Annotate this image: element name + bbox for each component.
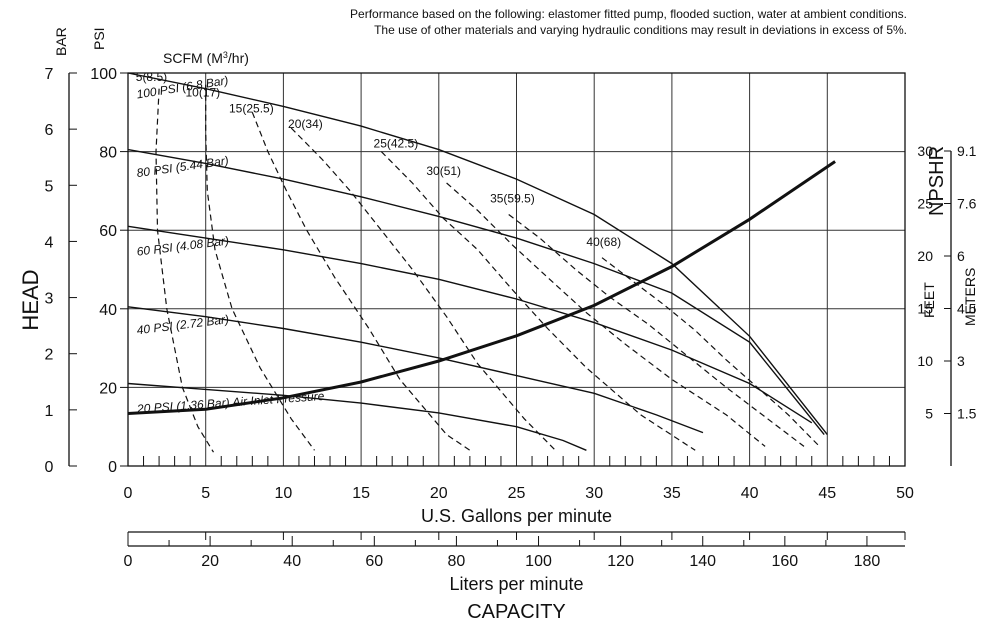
chart-labels: 100 PSI (6.8 Bar)80 PSI (5.44 Bar)60 PSI… bbox=[136, 7, 907, 416]
psi-tick-label: 0 bbox=[108, 459, 117, 476]
scfm-curve-label: 25(42.5) bbox=[374, 137, 419, 151]
lpm-tick-label: 40 bbox=[283, 553, 301, 570]
scfm-curve-label: 15(25.5) bbox=[229, 101, 274, 115]
lpm-tick-label: 120 bbox=[607, 553, 634, 570]
feet-tick-label: 5 bbox=[925, 406, 933, 422]
meter-tick-label: 4.5 bbox=[957, 301, 977, 317]
scfm-curve bbox=[155, 88, 215, 453]
x-tick-label: 35 bbox=[663, 485, 681, 502]
lpm-tick-label: 0 bbox=[124, 553, 133, 570]
scfm-axis-label-tail: /hr) bbox=[228, 50, 249, 66]
scfm-curve-label: 5(8.5) bbox=[136, 70, 167, 84]
x-tick-label: 10 bbox=[275, 485, 293, 502]
bar-tick-label: 2 bbox=[45, 347, 54, 364]
npshr-axis-label: NPSHR bbox=[926, 146, 948, 216]
pressure-curve bbox=[127, 148, 825, 436]
lpm-tick-label: 80 bbox=[448, 553, 466, 570]
x-tick-label: 0 bbox=[124, 485, 133, 502]
pressure-curve-label: 60 PSI (4.08 Bar) bbox=[136, 234, 230, 259]
bar-tick-label: 3 bbox=[45, 291, 54, 308]
bar-axis-label: BAR bbox=[53, 27, 69, 56]
scfm-curve-label: 20(34) bbox=[288, 117, 323, 131]
lpm-tick-label: 20 bbox=[201, 553, 219, 570]
meter-tick-label: 7.6 bbox=[957, 196, 977, 212]
x-tick-label: 15 bbox=[352, 485, 370, 502]
meter-tick-label: 3 bbox=[957, 353, 965, 369]
capacity-label: CAPACITY bbox=[467, 601, 566, 623]
bar-tick-label: 5 bbox=[45, 178, 54, 195]
scfm-curve-label: 30(51) bbox=[426, 164, 461, 178]
pressure-curve bbox=[127, 382, 587, 451]
scfm-curve bbox=[508, 214, 805, 447]
head-axis-label: HEAD bbox=[18, 269, 43, 330]
bar-tick-label: 0 bbox=[45, 459, 54, 476]
scfm-curve bbox=[251, 112, 471, 451]
psi-tick-label: 60 bbox=[99, 223, 117, 240]
pressure-curve bbox=[127, 72, 828, 436]
feet-tick-label: 25 bbox=[917, 196, 933, 212]
meters-axis-label: METERS bbox=[962, 268, 978, 326]
scfm-curve-label: 40(68) bbox=[586, 235, 621, 249]
chart-grid bbox=[127, 72, 906, 467]
lpm-tick-label: 180 bbox=[854, 553, 881, 570]
x-tick-label: 40 bbox=[741, 485, 759, 502]
lpm-tick-label: 160 bbox=[771, 553, 798, 570]
meter-tick-label: 9.1 bbox=[957, 143, 977, 159]
psi-tick-label: 100 bbox=[90, 66, 117, 83]
feet-tick-label: 30 bbox=[917, 143, 933, 159]
x-tick-label: 30 bbox=[585, 485, 603, 502]
psi-tick-label: 40 bbox=[99, 302, 117, 319]
npshr-curve bbox=[127, 160, 836, 415]
scfm-curve bbox=[601, 257, 820, 447]
scfm-curve bbox=[290, 127, 556, 451]
scfm-curve-label: 10(17) bbox=[185, 86, 220, 100]
x-tick-label: 20 bbox=[430, 485, 448, 502]
pressure-curve-label: 40 PSI (2.72 Bar) bbox=[136, 312, 230, 337]
pressure-curve bbox=[127, 225, 813, 424]
scfm-curve bbox=[205, 84, 315, 451]
feet-tick-label: 10 bbox=[917, 353, 933, 369]
psi-tick-label: 80 bbox=[99, 145, 117, 162]
scfm-axis-label: SCFM (M3/hr) bbox=[163, 50, 249, 66]
note-line-2: The use of other materials and varying h… bbox=[374, 23, 907, 37]
meter-tick-label: 6 bbox=[957, 248, 965, 264]
psi-tick-label: 20 bbox=[99, 380, 117, 397]
x-tick-label: 45 bbox=[818, 485, 836, 502]
x-tick-label: 50 bbox=[896, 485, 914, 502]
lpm-tick-label: 60 bbox=[365, 553, 383, 570]
chart-axes: 0 5 10 15 20 25 30 35 40 45 50U.S. Gallons per min… bbox=[18, 27, 978, 623]
bar-tick-label: 4 bbox=[45, 234, 54, 251]
x-axis-label: U.S. Gallons per minute bbox=[421, 506, 612, 526]
lpm-axis-label: Liters per minute bbox=[449, 574, 583, 594]
meter-tick-label: 1.5 bbox=[957, 406, 977, 422]
psi-axis-label: PSI bbox=[91, 27, 107, 50]
scfm-curve-label: 35(59.5) bbox=[490, 192, 535, 206]
chart-curves bbox=[127, 72, 836, 453]
bar-tick-label: 6 bbox=[45, 122, 54, 139]
feet-tick-label: 15 bbox=[917, 301, 933, 317]
note-line-1: Performance based on the following: elas… bbox=[350, 7, 907, 21]
lpm-tick-label: 140 bbox=[689, 553, 716, 570]
x-tick-label: 25 bbox=[508, 485, 526, 502]
pressure-curve-label: 80 PSI (5.44 Bar) bbox=[136, 153, 230, 180]
feet-axis-label: FEET bbox=[921, 282, 937, 318]
lpm-tick-label: 100 bbox=[525, 553, 552, 570]
bar-tick-label: 7 bbox=[45, 66, 54, 83]
plot-frame bbox=[127, 72, 906, 467]
bar-tick-label: 1 bbox=[45, 403, 54, 420]
scfm-curve bbox=[446, 182, 766, 447]
x-tick-label: 5 bbox=[201, 485, 210, 502]
pressure-curve bbox=[127, 306, 704, 434]
scfm-axis-label-sup: 3 bbox=[223, 50, 228, 60]
scfm-curve bbox=[380, 151, 696, 451]
feet-tick-label: 20 bbox=[917, 248, 933, 264]
pressure-curve-label: 20 PSI (1.36 Bar) Air Inlet Pressure bbox=[136, 389, 325, 416]
